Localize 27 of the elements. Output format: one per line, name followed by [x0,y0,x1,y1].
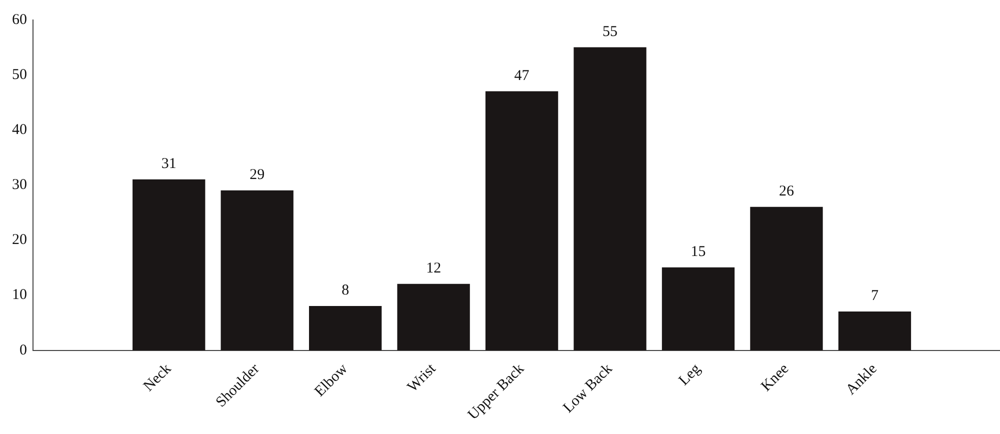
data-label: 26 [778,184,794,200]
y-tick-label: 60 [12,12,27,28]
y-tick-label: 10 [12,287,27,304]
data-label: 7 [870,288,879,304]
data-label: 29 [250,167,265,184]
bar [750,206,823,350]
bar [309,306,382,350]
data-label: 15 [690,244,706,260]
bar [220,190,294,350]
x-tick-label: Wrist [404,360,440,396]
data-label: 12 [426,260,442,277]
data-label: 55 [602,24,618,40]
y-tick-label: 0 [20,342,27,358]
data-label: 8 [342,282,350,299]
bar [838,311,912,350]
y-tick-label: 30 [12,177,27,194]
bar [574,47,646,350]
y-tick-label: 20 [12,232,27,248]
y-tick-label: 50 [12,66,27,83]
bar [662,267,735,350]
data-label: 47 [514,68,530,84]
bar [397,284,470,350]
y-tick-label: 40 [12,122,27,138]
bar [132,179,206,350]
bar [485,91,558,350]
x-tick-label: Leg [676,360,704,389]
data-label: 31 [161,156,176,172]
